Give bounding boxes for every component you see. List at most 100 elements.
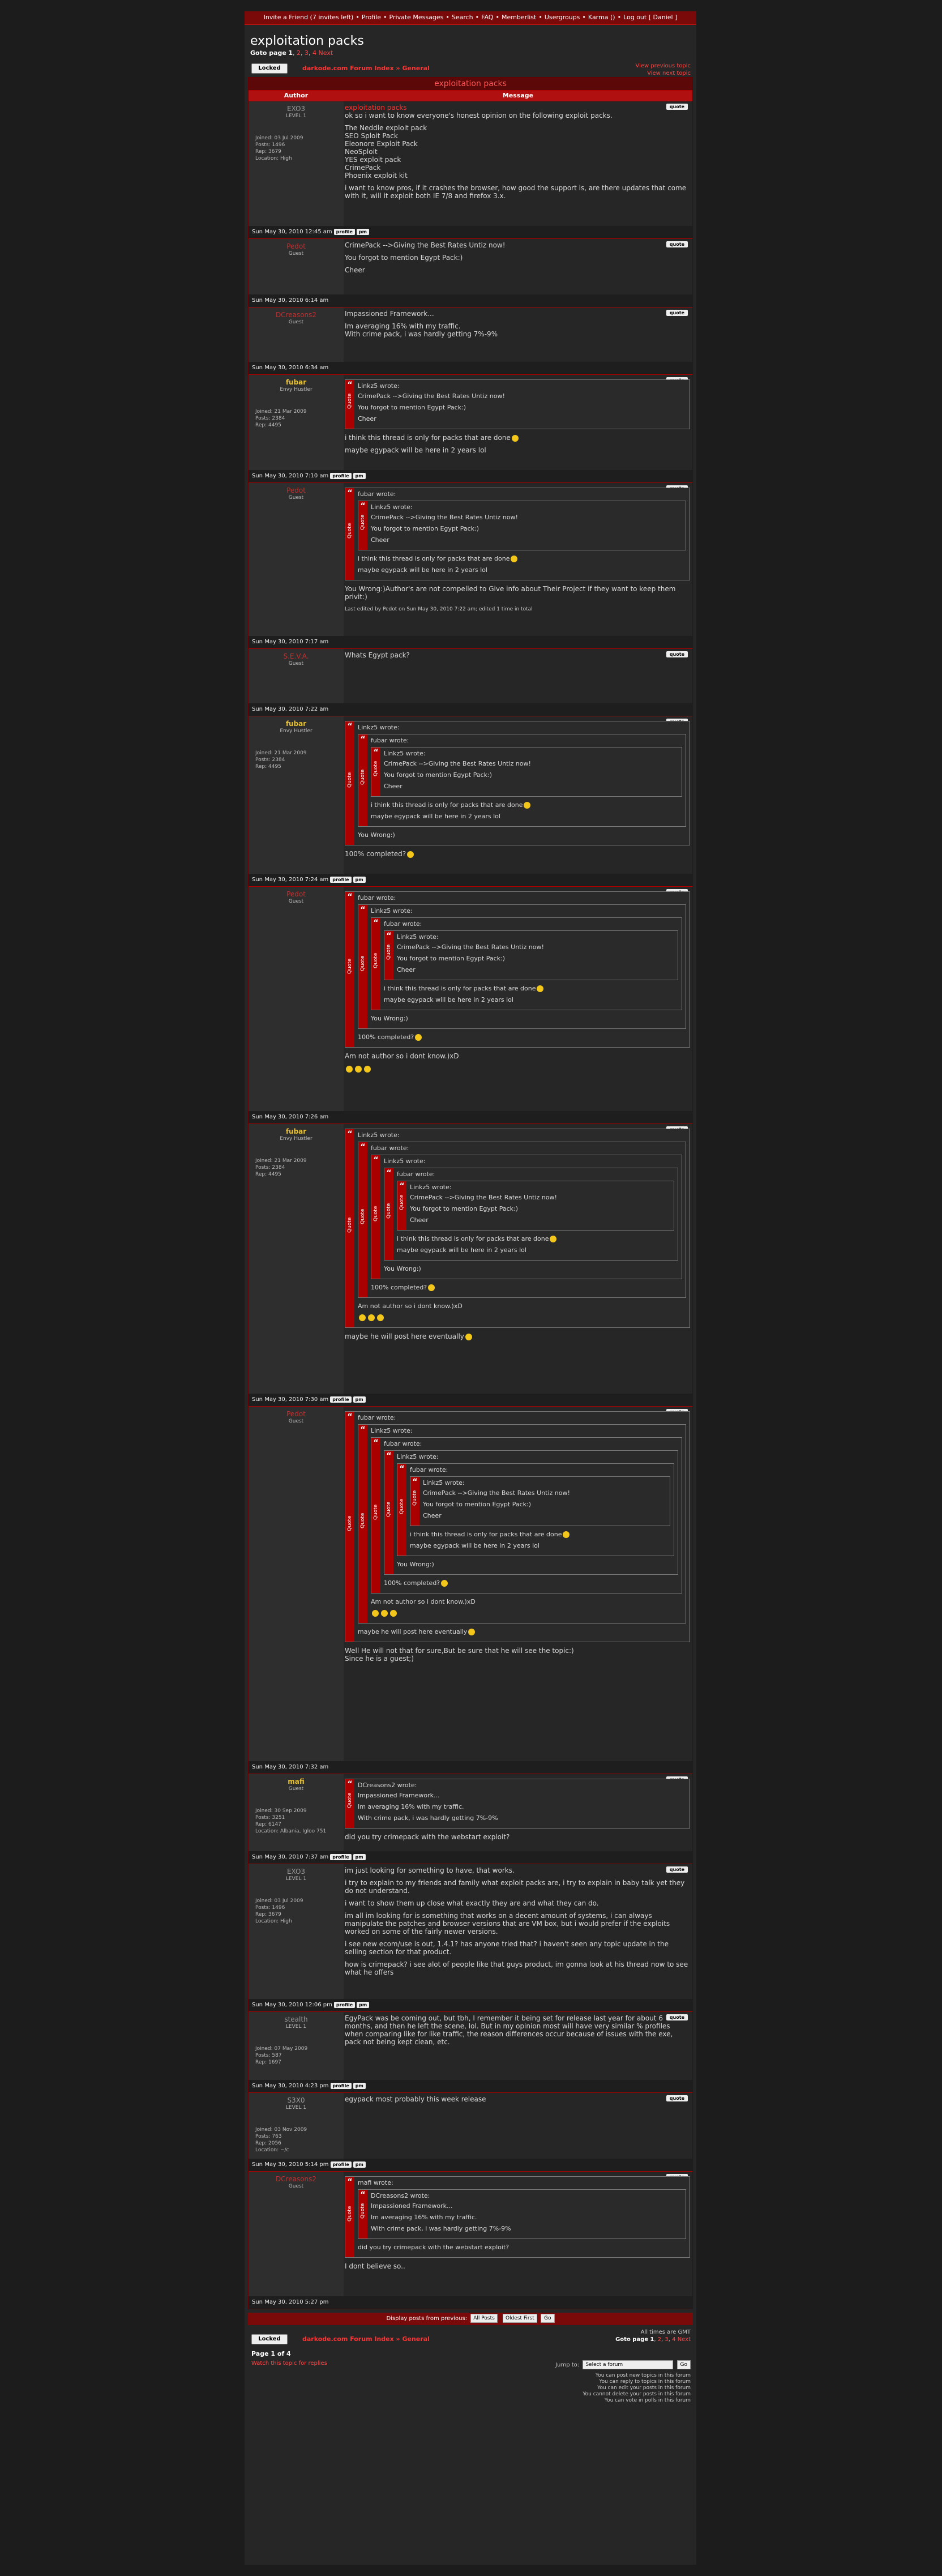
next-page-link[interactable]: Next	[318, 49, 333, 57]
pm-button[interactable]: pm	[353, 2161, 366, 2168]
author-name[interactable]: fubar	[285, 720, 307, 728]
quote-button[interactable]: quote	[666, 104, 688, 110]
smiley-icon	[465, 1333, 472, 1340]
posts-list: EXO3 LEVEL 1 Joined: 03 Jul 2009 Posts: 149…	[249, 101, 692, 2309]
next-page-link-bottom[interactable]: Next	[677, 2336, 691, 2343]
author-name[interactable]: DCreasons2	[275, 311, 317, 319]
page-4-link-bottom[interactable]: 4	[672, 2336, 676, 2343]
quote-button[interactable]: quote	[666, 2095, 688, 2101]
breadcrumb[interactable]: darkode.com Forum Index » General	[302, 65, 430, 72]
quote-content: Linkz5 wrote: CrimePack -->Giving the Bes…	[367, 501, 686, 550]
quote-block: “ Quote Linkz5 wrote: “ Quote fubar wrote: “ Qu…	[345, 721, 690, 845]
top-nav-link[interactable]: Invite a Friend (7 invites left)	[263, 14, 354, 21]
author-name[interactable]: Pedot	[286, 242, 306, 250]
top-nav-link[interactable]: Karma ()	[588, 14, 615, 21]
author-name[interactable]: S3X0	[287, 2096, 305, 2104]
profile-button[interactable]: profile	[330, 1853, 352, 1860]
view-previous-topic-link[interactable]: View previous topic	[635, 63, 691, 69]
quote-button[interactable]: quote	[666, 241, 688, 247]
quote-button[interactable]: quote	[666, 2014, 688, 2020]
pm-button[interactable]: pm	[357, 2001, 370, 2008]
breadcrumb-bottom[interactable]: darkode.com Forum Index » General	[302, 2335, 430, 2343]
quote-label: Quote	[386, 1203, 392, 1219]
author-name[interactable]: Pedot	[286, 890, 306, 898]
profile-button[interactable]: profile	[330, 472, 352, 479]
quote-content: Linkz5 wrote: CrimePack -->Giving the Bes…	[380, 747, 682, 796]
watch-topic-link[interactable]: Watch this topic for replies	[251, 2360, 327, 2366]
order-select[interactable]: Oldest First	[503, 2314, 537, 2323]
author-stat: Rep: 4495	[255, 1172, 281, 1177]
timezone-label: All times are GMT	[640, 2329, 691, 2335]
author-name[interactable]: Pedot	[286, 486, 306, 494]
quote-button[interactable]: quote	[666, 651, 688, 657]
locked-button[interactable]: Locked	[251, 63, 288, 74]
author-name[interactable]: fubar	[285, 1127, 307, 1135]
top-nav-link[interactable]: Profile	[361, 14, 382, 21]
post-footer: Sun May 30, 2010 5:14 pm profile pm	[249, 2159, 692, 2171]
post-line: did you try crimepack with the webstart …	[345, 1833, 510, 1841]
pm-button[interactable]: pm	[353, 1396, 366, 1403]
post-timestamp: Sun May 30, 2010 7:17 am	[252, 639, 329, 645]
pm-button[interactable]: pm	[356, 228, 369, 235]
quote-button[interactable]: quote	[666, 310, 688, 316]
author-stat: Rep: 4495	[255, 764, 281, 770]
author-rank: Guest	[288, 251, 304, 257]
top-nav-link[interactable]: Private Messages	[389, 14, 444, 21]
author-stat: Joined: 21 Mar 2009	[255, 750, 307, 756]
author-rank: Guest	[288, 899, 304, 904]
quote-button[interactable]: quote	[666, 1866, 688, 1873]
top-nav-link[interactable]: FAQ	[481, 14, 494, 21]
author-name[interactable]: EXO3	[286, 1868, 306, 1876]
quote-line: maybe egypack will be here in 2 years lo…	[371, 813, 682, 821]
footer-nav: Locked darkode.com Forum Index » General…	[245, 2325, 696, 2403]
smiley-row	[371, 1609, 682, 1617]
posts-range-select[interactable]: All Posts	[470, 2314, 498, 2323]
quote-author: Linkz5 wrote:	[423, 1479, 465, 1486]
profile-button[interactable]: profile	[330, 1396, 352, 1403]
quote-label: Quote	[347, 523, 353, 539]
page-3-link[interactable]: 3	[305, 49, 309, 57]
author-name[interactable]: DCreasons2	[275, 2175, 317, 2183]
display-posts-label: Display posts from previous:	[386, 2316, 468, 2322]
top-nav-link[interactable]: Usergroups	[544, 14, 580, 21]
page-4-link[interactable]: 4	[312, 49, 317, 57]
thread-header[interactable]: exploitation packs	[249, 78, 692, 91]
author-name[interactable]: mafi	[288, 1778, 305, 1785]
top-nav-link[interactable]: Search	[451, 14, 473, 21]
profile-button[interactable]: profile	[333, 228, 355, 235]
pm-button[interactable]: pm	[353, 1853, 366, 1860]
author-name[interactable]: Pedot	[286, 1410, 306, 1418]
page-2-link[interactable]: 2	[297, 49, 301, 57]
quote-bar: “ Quote	[397, 1181, 406, 1230]
author-name[interactable]: fubar	[285, 378, 307, 386]
pm-button[interactable]: pm	[353, 472, 366, 479]
top-nav-link[interactable]: Memberlist	[501, 14, 537, 21]
view-next-topic-link[interactable]: View next topic	[647, 70, 691, 76]
quote-label: Quote	[360, 1513, 366, 1528]
quote-label: Quote	[399, 1498, 405, 1514]
pm-button[interactable]: pm	[353, 2082, 366, 2089]
quote-line: maybe egypack will be here in 2 years lo…	[384, 996, 678, 1004]
post-line: ok so i want to know everyone's honest o…	[345, 112, 613, 119]
locked-button-bottom[interactable]: Locked	[251, 2334, 288, 2344]
page-3-link-bottom[interactable]: 3	[665, 2336, 669, 2343]
quote-bar: “ Quote	[397, 1464, 406, 1556]
jump-forum-select[interactable]: Select a forum	[583, 2360, 674, 2369]
top-nav-link[interactable]: Log out [ Daniel ]	[623, 14, 678, 21]
author-name[interactable]: EXO3	[286, 105, 306, 113]
jump-go-button[interactable]: Go	[676, 2360, 691, 2369]
post-timestamp: Sun May 30, 2010 6:34 am	[252, 365, 329, 371]
profile-button[interactable]: profile	[333, 2001, 356, 2008]
go-button[interactable]: Go	[541, 2314, 555, 2323]
profile-button[interactable]: profile	[330, 876, 352, 883]
author-name[interactable]: stealth	[284, 2015, 308, 2023]
smiley-icon	[550, 1236, 557, 1242]
pm-button[interactable]: pm	[353, 876, 366, 883]
post-text: Am not author so i dont know.)xD	[345, 1052, 690, 1060]
profile-button[interactable]: profile	[330, 2082, 352, 2089]
profile-button[interactable]: profile	[330, 2161, 352, 2168]
author-name[interactable]: S.E.V.A.	[283, 652, 309, 660]
author-stat: Posts: 2384	[255, 1165, 285, 1170]
page-2-link-bottom[interactable]: 2	[657, 2336, 662, 2343]
quote-content: fubar wrote: “ Quote Linkz5 wrote: CrimePack…	[393, 1168, 678, 1260]
